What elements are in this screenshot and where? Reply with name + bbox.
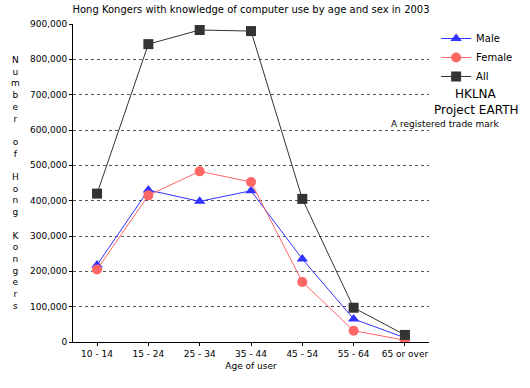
svg-text:All: All — [476, 71, 488, 82]
svg-text:25 - 34: 25 - 34 — [184, 349, 216, 359]
svg-text:500,000: 500,000 — [30, 160, 67, 170]
svg-text:65 or over: 65 or over — [382, 349, 429, 359]
svg-text:Female: Female — [476, 52, 512, 63]
svg-text:100,000: 100,000 — [30, 302, 67, 312]
svg-text:800,000: 800,000 — [30, 54, 67, 64]
svg-text:Male: Male — [476, 33, 500, 44]
svg-text:Hong Kongers with knowledge of: Hong Kongers with knowledge of computer … — [72, 4, 429, 15]
svg-text:Project EARTH: Project EARTH — [434, 103, 518, 117]
svg-text:10 - 14: 10 - 14 — [81, 349, 113, 359]
svg-text:A registered trade mark: A registered trade mark — [391, 119, 499, 129]
svg-text:300,000: 300,000 — [30, 231, 67, 241]
svg-text:45 - 54: 45 - 54 — [286, 349, 318, 359]
svg-text:Age of user: Age of user — [225, 361, 277, 371]
svg-text:35 - 44: 35 - 44 — [235, 349, 267, 359]
svg-text:200,000: 200,000 — [30, 266, 67, 276]
svg-text:HKLNA: HKLNA — [455, 87, 497, 101]
svg-text:400,000: 400,000 — [30, 196, 67, 206]
svg-text:0: 0 — [61, 337, 67, 347]
svg-text:Number of Hong Kongers: Number of Hong Kongers — [11, 55, 20, 311]
svg-text:900,000: 900,000 — [30, 19, 67, 29]
svg-text:15 - 24: 15 - 24 — [132, 349, 164, 359]
svg-text:600,000: 600,000 — [30, 125, 67, 135]
svg-text:700,000: 700,000 — [30, 90, 67, 100]
svg-text:55 - 64: 55 - 64 — [338, 349, 370, 359]
